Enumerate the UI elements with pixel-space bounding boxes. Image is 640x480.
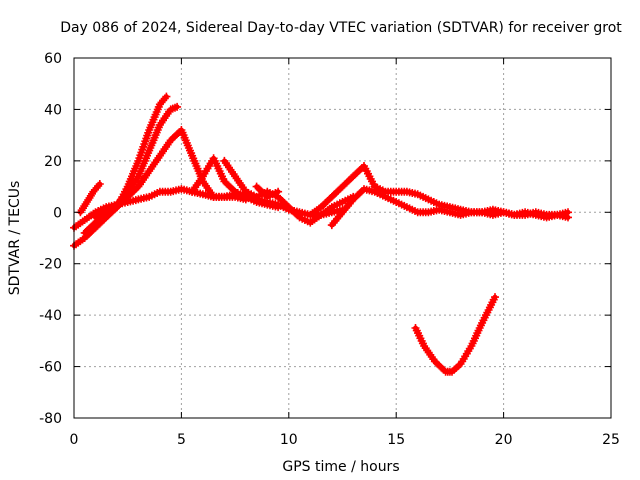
- data-point-marker: [274, 187, 283, 196]
- data-point-marker: [173, 102, 182, 111]
- x-tick-label: 20: [495, 432, 513, 448]
- y-tick-label: 60: [44, 51, 62, 67]
- plot-frame: [73, 57, 612, 419]
- x-tick-label: 10: [280, 432, 298, 448]
- y-tick-label: 40: [44, 102, 62, 118]
- x-axis-label: GPS time / hours: [282, 459, 399, 475]
- series-arc-9: [252, 182, 283, 201]
- data-series: [70, 92, 572, 376]
- y-tick-label: 0: [53, 205, 62, 221]
- y-axis-label: SDTVAR / TECUs: [7, 181, 23, 296]
- x-tick-label: 15: [387, 432, 405, 448]
- x-tick-label: 5: [177, 432, 186, 448]
- series-arc-12: [411, 293, 499, 376]
- y-tick-label: -40: [39, 308, 62, 324]
- axis-ticks: 0 5 10 15 20 25 -80 -60 -40 -20 0 20 40 60: [39, 51, 620, 448]
- grid-lines: [74, 58, 611, 418]
- x-tick-label: 25: [602, 432, 620, 448]
- y-tick-label: -60: [39, 360, 62, 376]
- data-point-marker: [95, 180, 104, 188]
- data-point-marker: [491, 293, 499, 302]
- y-tick-label: -80: [39, 411, 62, 427]
- data-point-marker: [162, 92, 171, 101]
- series-arc-4: [91, 126, 218, 222]
- y-tick-label: 20: [44, 154, 62, 170]
- series-arc-11: [327, 185, 572, 230]
- y-tick-label: -20: [39, 257, 62, 273]
- x-tick-label: 0: [70, 432, 79, 448]
- chart-title: Day 086 of 2024, Sidereal Day-to-day VTE…: [60, 20, 622, 36]
- data-point-marker: [564, 208, 572, 217]
